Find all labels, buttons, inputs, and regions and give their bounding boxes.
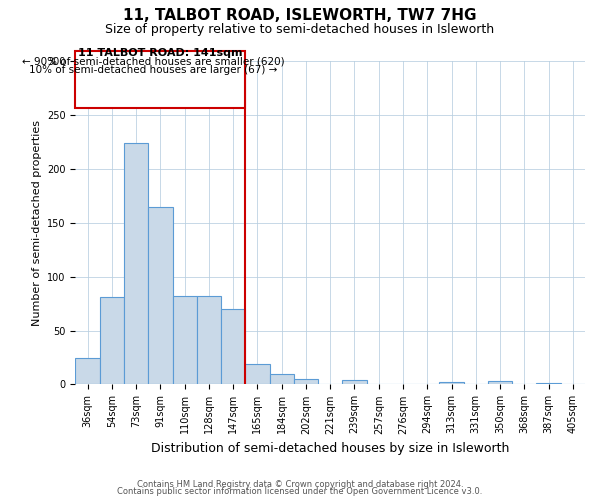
Bar [488,381,512,384]
Bar [294,379,318,384]
Bar [343,380,367,384]
Text: 11 TALBOT ROAD: 141sqm: 11 TALBOT ROAD: 141sqm [78,48,242,58]
Bar [76,50,245,108]
Bar [245,364,269,384]
Text: 10% of semi-detached houses are larger (67) →: 10% of semi-detached houses are larger (… [29,66,277,76]
Text: Contains HM Land Registry data © Crown copyright and database right 2024.: Contains HM Land Registry data © Crown c… [137,480,463,489]
Bar [439,382,464,384]
Bar [76,358,100,384]
Bar [197,296,221,384]
Text: Contains public sector information licensed under the Open Government Licence v3: Contains public sector information licen… [118,487,482,496]
Bar [100,297,124,384]
Bar [173,296,197,384]
Bar [269,374,294,384]
X-axis label: Distribution of semi-detached houses by size in Isleworth: Distribution of semi-detached houses by … [151,442,509,455]
Bar [221,309,245,384]
Text: ← 90% of semi-detached houses are smaller (620): ← 90% of semi-detached houses are smalle… [22,56,284,66]
Y-axis label: Number of semi-detached properties: Number of semi-detached properties [32,120,41,326]
Text: 11, TALBOT ROAD, ISLEWORTH, TW7 7HG: 11, TALBOT ROAD, ISLEWORTH, TW7 7HG [123,8,477,22]
Bar [148,206,173,384]
Text: Size of property relative to semi-detached houses in Isleworth: Size of property relative to semi-detach… [106,22,494,36]
Bar [124,143,148,384]
